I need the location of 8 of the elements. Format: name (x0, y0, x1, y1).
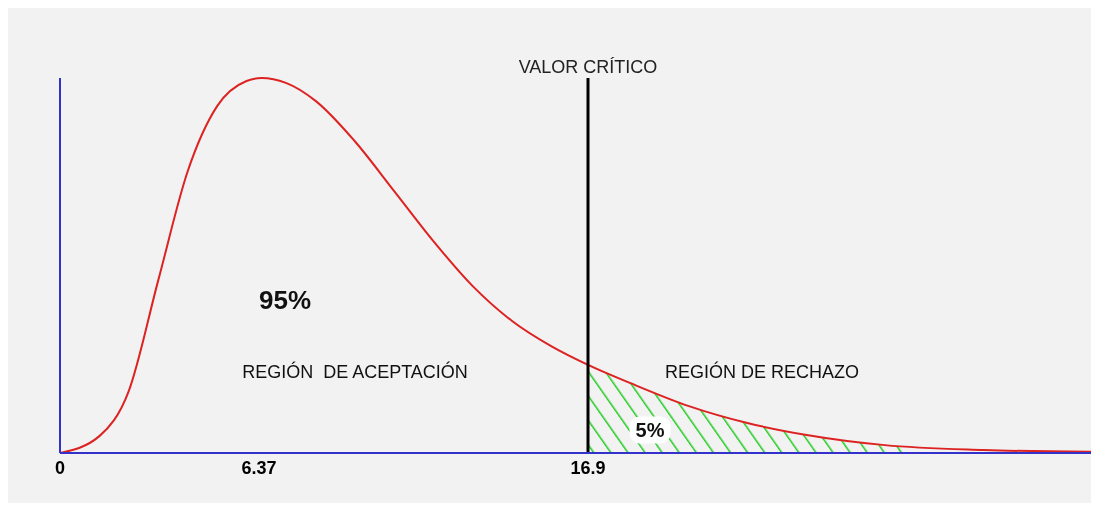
x-tick-label: 16.9 (570, 457, 606, 478)
x-tick-label: 0 (54, 457, 66, 478)
ref-line-label: VALOR CRÍTICO (518, 57, 658, 77)
annotation: REGIÓN DE RECHAZO (664, 361, 860, 383)
annotation: 95% (258, 284, 312, 316)
x-tick-label: 6.37 (241, 457, 277, 478)
annotation: 5% (629, 416, 671, 444)
annotation: REGIÓN DE ACEPTACIÓN (242, 361, 468, 383)
